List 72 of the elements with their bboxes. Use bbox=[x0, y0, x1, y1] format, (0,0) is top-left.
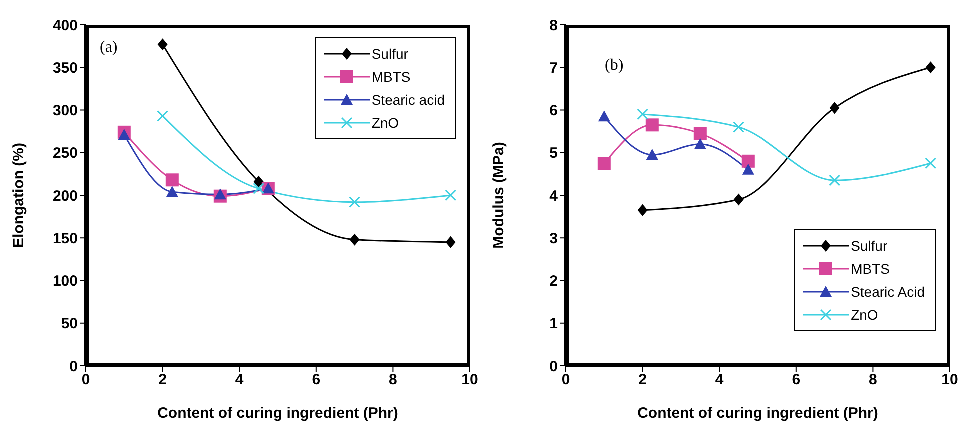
y-tick-label: 2 bbox=[550, 273, 558, 290]
annotation: (b) bbox=[605, 57, 624, 75]
x-axis-title: Content of curing ingredient (Phr) bbox=[158, 405, 398, 422]
point bbox=[166, 174, 179, 187]
y-tick-label: 250 bbox=[52, 145, 78, 162]
point bbox=[637, 108, 649, 120]
x-tick-label: 10 bbox=[462, 372, 478, 389]
y-tick-label: 350 bbox=[52, 60, 78, 77]
x-tick-label: 2 bbox=[638, 372, 647, 389]
y-tick-label: 8 bbox=[550, 17, 558, 34]
x-tick-label: 4 bbox=[235, 372, 244, 389]
y-tick-label: 0 bbox=[70, 358, 78, 376]
x-axis-title: Content of curing ingredient (Phr) bbox=[638, 405, 878, 422]
y-tick-label: 150 bbox=[52, 230, 78, 248]
annotation: (a) bbox=[100, 39, 118, 57]
point bbox=[350, 234, 360, 246]
point bbox=[118, 128, 130, 140]
point bbox=[829, 174, 841, 186]
legend-label: MBTS bbox=[851, 260, 890, 276]
point bbox=[925, 158, 937, 170]
point bbox=[646, 118, 659, 132]
x-tick-label: 10 bbox=[942, 372, 958, 389]
y-axis-title: Modulus (MPa) bbox=[490, 142, 508, 249]
point bbox=[598, 157, 611, 170]
x-tick-label: 8 bbox=[869, 372, 878, 389]
point bbox=[349, 196, 361, 208]
point bbox=[214, 188, 226, 200]
point bbox=[166, 186, 178, 198]
x-tick-label: 6 bbox=[312, 372, 321, 389]
x-tick-label: 6 bbox=[792, 372, 801, 389]
y-tick-label: 1 bbox=[550, 316, 558, 333]
point bbox=[646, 149, 658, 160]
legend-label: ZnO bbox=[851, 306, 878, 322]
y-tick-label: 5 bbox=[550, 145, 558, 162]
point bbox=[598, 110, 610, 122]
point bbox=[733, 122, 745, 134]
y-tick-label: 0 bbox=[550, 358, 558, 376]
point bbox=[158, 38, 168, 51]
legend-label: Stearic acid bbox=[372, 92, 445, 108]
point bbox=[830, 102, 840, 114]
x-tick-label: 2 bbox=[158, 372, 167, 389]
point bbox=[446, 236, 456, 248]
point bbox=[157, 110, 169, 122]
point bbox=[445, 190, 457, 202]
point bbox=[254, 176, 264, 188]
legend-label: Sulfur bbox=[851, 238, 888, 254]
legend-label: Sulfur bbox=[372, 46, 408, 62]
x-tick-label: 4 bbox=[715, 372, 724, 389]
y-tick-label: 4 bbox=[550, 188, 559, 205]
point bbox=[926, 62, 936, 74]
y-tick-label: 400 bbox=[52, 17, 78, 34]
y-tick-label: 100 bbox=[52, 273, 78, 290]
point bbox=[742, 164, 754, 175]
legend-label: MBTS bbox=[372, 68, 411, 84]
y-tick-label: 3 bbox=[550, 230, 558, 248]
legend-label: Stearic Acid bbox=[851, 284, 925, 300]
y-tick-label: 50 bbox=[61, 316, 78, 333]
legend-label: ZnO bbox=[372, 114, 400, 130]
y-tick-label: 300 bbox=[52, 102, 78, 120]
x-tick-label: 0 bbox=[562, 372, 570, 389]
point bbox=[694, 138, 706, 150]
point bbox=[734, 194, 744, 206]
x-tick-label: 0 bbox=[82, 372, 90, 389]
point bbox=[638, 204, 648, 216]
point bbox=[253, 182, 265, 194]
y-tick-label: 7 bbox=[550, 60, 558, 77]
y-tick-label: 6 bbox=[550, 102, 558, 120]
y-axis-title: Elongation (%) bbox=[10, 143, 28, 248]
point bbox=[694, 127, 707, 140]
point bbox=[742, 154, 755, 168]
x-tick-label: 8 bbox=[389, 372, 398, 389]
y-tick-label: 200 bbox=[52, 188, 78, 205]
